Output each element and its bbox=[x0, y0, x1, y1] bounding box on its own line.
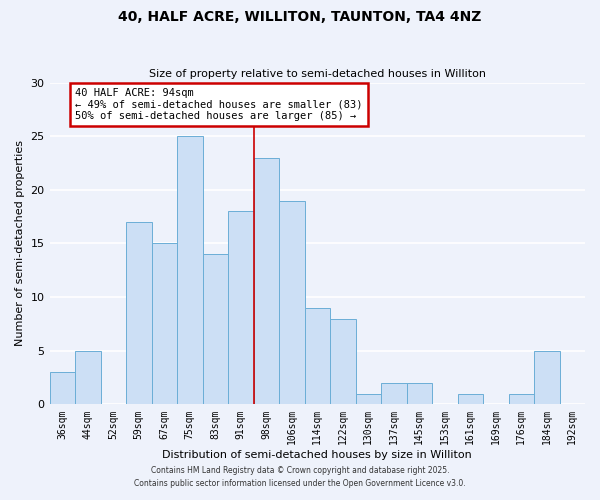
Bar bbox=[126, 222, 152, 404]
Bar bbox=[305, 308, 330, 404]
Bar bbox=[407, 383, 432, 404]
Bar bbox=[152, 244, 177, 404]
Y-axis label: Number of semi-detached properties: Number of semi-detached properties bbox=[15, 140, 25, 346]
Bar bbox=[228, 212, 254, 404]
X-axis label: Distribution of semi-detached houses by size in Williton: Distribution of semi-detached houses by … bbox=[163, 450, 472, 460]
Bar bbox=[534, 350, 560, 405]
Bar bbox=[509, 394, 534, 404]
Text: 40, HALF ACRE, WILLITON, TAUNTON, TA4 4NZ: 40, HALF ACRE, WILLITON, TAUNTON, TA4 4N… bbox=[118, 10, 482, 24]
Bar bbox=[50, 372, 75, 404]
Bar bbox=[203, 254, 228, 404]
Text: 40 HALF ACRE: 94sqm
← 49% of semi-detached houses are smaller (83)
50% of semi-d: 40 HALF ACRE: 94sqm ← 49% of semi-detach… bbox=[75, 88, 362, 121]
Bar bbox=[356, 394, 381, 404]
Bar bbox=[279, 200, 305, 404]
Title: Size of property relative to semi-detached houses in Williton: Size of property relative to semi-detach… bbox=[149, 69, 486, 79]
Bar bbox=[254, 158, 279, 404]
Bar bbox=[458, 394, 483, 404]
Text: Contains HM Land Registry data © Crown copyright and database right 2025.
Contai: Contains HM Land Registry data © Crown c… bbox=[134, 466, 466, 487]
Bar bbox=[330, 318, 356, 404]
Bar bbox=[75, 350, 101, 405]
Bar bbox=[381, 383, 407, 404]
Bar bbox=[177, 136, 203, 404]
